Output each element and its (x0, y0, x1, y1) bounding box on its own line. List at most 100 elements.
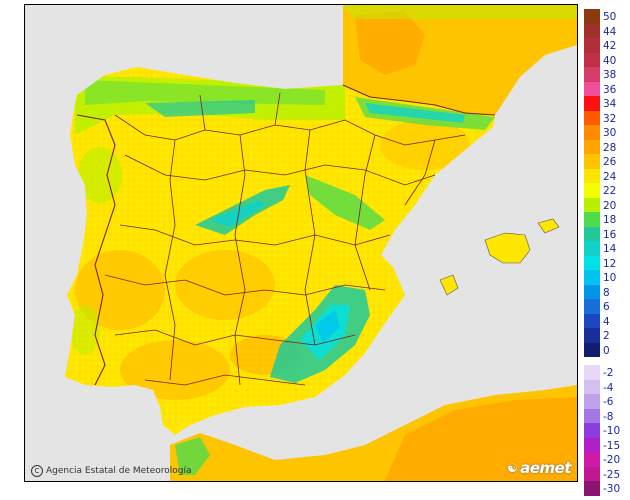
legend-label: -8 (603, 410, 614, 423)
legend-row: -10 (582, 423, 628, 438)
legend-swatch (584, 241, 600, 256)
legend-label: 24 (603, 170, 617, 183)
legend-row: -30 (582, 481, 628, 496)
legend-label: 38 (603, 69, 617, 81)
pyrenees-border (342, 84, 496, 116)
legend-swatch (584, 226, 600, 241)
legend-row: 2 (582, 328, 628, 343)
legend-label: 8 (603, 286, 610, 299)
legend-label: -25 (603, 468, 621, 481)
legend-swatch (584, 365, 600, 380)
legend-label: 36 (603, 83, 617, 96)
legend-swatch (584, 212, 600, 227)
legend-label: -2 (603, 367, 614, 379)
legend-row: 20 (582, 197, 628, 212)
spain-portugal-border (76, 114, 116, 386)
legend-row: 34 (582, 96, 628, 111)
legend-row: -6 (582, 394, 628, 409)
legend-label: 4 (603, 315, 610, 328)
france-north-edge (343, 5, 577, 19)
legend-label: 30 (603, 127, 617, 139)
legend-label: 44 (603, 25, 617, 38)
legend-label: 32 (603, 112, 617, 125)
legend-row: 40 (582, 52, 628, 67)
legend-swatch (584, 168, 600, 183)
legend-swatch (584, 481, 600, 496)
legend-swatch (584, 197, 600, 212)
copyright-icon: C (31, 465, 43, 477)
legend-swatch (584, 52, 600, 67)
legend-swatch (584, 299, 600, 314)
legend-row: 18 (582, 212, 628, 227)
legend-label: -10 (603, 425, 621, 437)
legend-label: 2 (603, 330, 610, 342)
legend-label: -15 (603, 439, 621, 452)
legend-row: 6 (582, 299, 628, 314)
legend-swatch (584, 183, 600, 198)
legend-row: 10 (582, 270, 628, 285)
legend-label: 28 (603, 141, 617, 154)
legend-swatch (584, 110, 600, 125)
credit-text: Agencia Estatal de Meteorología (46, 466, 192, 476)
temperature-map: C Agencia Estatal de Meteorología ☯ aeme… (24, 4, 578, 482)
legend-label: 40 (603, 54, 617, 67)
map-canvas (25, 5, 577, 481)
legend-label: -20 (603, 454, 621, 466)
mallorca-island (484, 232, 531, 264)
legend-swatch (584, 9, 600, 24)
menorca-island (537, 218, 560, 234)
north-africa-warm-area (385, 397, 577, 481)
legend-swatch (584, 394, 600, 409)
legend-swatch (584, 154, 600, 169)
legend-label: 12 (603, 257, 617, 270)
temperature-fields (70, 75, 495, 400)
legend-swatch (584, 81, 600, 96)
legend-swatch (584, 38, 600, 53)
legend-label: 34 (603, 98, 617, 110)
legend-label: 26 (603, 156, 617, 168)
legend-swatch (584, 313, 600, 328)
legend-row: 50 (582, 9, 628, 24)
aemet-logo-icon: ☯ (506, 461, 518, 475)
legend-label: 6 (603, 301, 610, 313)
legend-row: -20 (582, 452, 628, 467)
legend-label: 14 (603, 243, 617, 255)
legend-swatch (584, 255, 600, 270)
legend-swatch (584, 23, 600, 38)
legend-row: -4 (582, 379, 628, 394)
legend-label: -30 (603, 483, 621, 495)
legend-label: 50 (603, 11, 617, 23)
legend-row: 42 (582, 38, 628, 53)
aemet-logo: ☯ aemet (506, 459, 572, 477)
legend-row: 8 (582, 284, 628, 299)
copyright-credit: C Agencia Estatal de Meteorología (31, 465, 192, 477)
legend-row: 22 (582, 183, 628, 198)
legend-row: -25 (582, 466, 628, 481)
legend-row: 4 (582, 313, 628, 328)
legend-swatch (584, 342, 600, 357)
legend-row: 14 (582, 241, 628, 256)
ibiza-island (439, 274, 459, 296)
legend-row: 26 (582, 154, 628, 169)
france-warm-patch (355, 11, 425, 75)
legend-row: -2 (582, 365, 628, 380)
legend-row: 12 (582, 255, 628, 270)
legend-swatch (584, 328, 600, 343)
legend-row: 24 (582, 168, 628, 183)
legend-swatch (584, 96, 600, 111)
legend-swatch (584, 466, 600, 481)
legend-label: 42 (603, 40, 617, 52)
legend-label: 18 (603, 214, 617, 226)
brand-text: aemet (520, 459, 571, 477)
legend-row: 36 (582, 81, 628, 96)
legend-row: 44 (582, 23, 628, 38)
legend-swatch (584, 67, 600, 82)
legend-row: 30 (582, 125, 628, 140)
legend-swatch (584, 125, 600, 140)
legend-row: 0 (582, 342, 628, 357)
legend-swatch (584, 379, 600, 394)
legend-row: -8 (582, 408, 628, 423)
legend-swatch (584, 423, 600, 438)
legend-swatch (584, 408, 600, 423)
legend-label: 20 (603, 199, 617, 212)
